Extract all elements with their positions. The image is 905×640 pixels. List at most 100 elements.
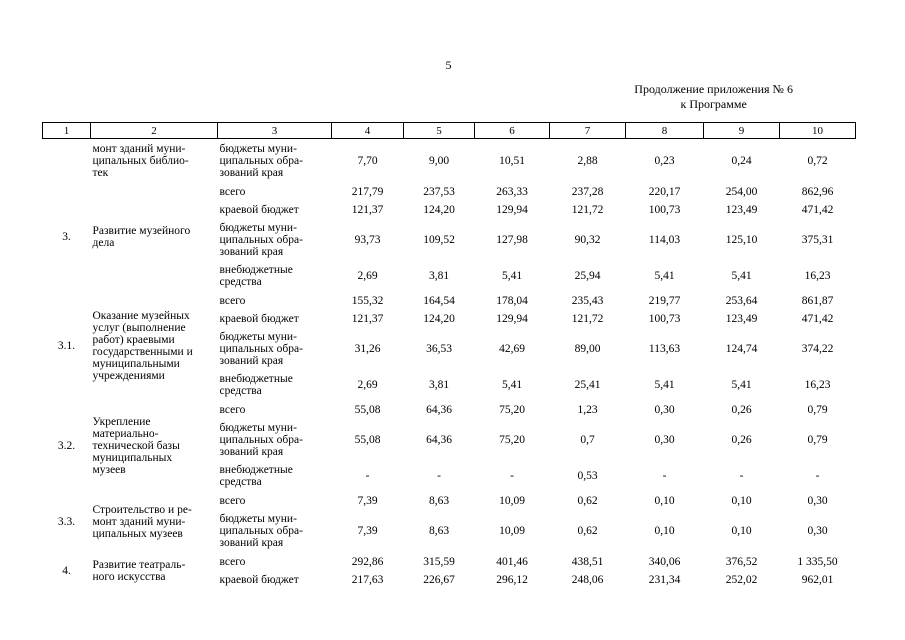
value-cell: 315,59	[423, 556, 455, 568]
value-cell: 10,09	[499, 495, 525, 507]
value-cell: 155,32	[351, 295, 384, 307]
value-cell: -	[510, 470, 514, 482]
value-cell: 55,08	[354, 404, 381, 416]
value-cell: 471,42	[801, 204, 834, 216]
value-cell: 401,46	[496, 556, 528, 568]
value-cell: 123,49	[725, 313, 758, 325]
column-number-8: 8	[625, 122, 704, 139]
value-cell: 292,86	[351, 556, 384, 568]
table-row: краевой бюджет 121,37 124,20 129,94 121,72 10…	[43, 310, 856, 328]
value-cell: 124,20	[423, 204, 455, 216]
value-cell: 0,10	[731, 495, 752, 507]
value-cell: 5,41	[731, 270, 752, 282]
value-cell: 217,79	[351, 186, 384, 198]
value-cell: 253,64	[725, 295, 758, 307]
value-cell: 0,53	[577, 470, 598, 482]
value-cell: -	[739, 470, 744, 482]
value-cell: 0,10	[731, 525, 752, 537]
funding-source-cell: внебюджетные средства	[219, 464, 293, 488]
value-cell: 75,20	[499, 434, 525, 446]
value-cell: 252,02	[725, 574, 758, 586]
item-name-cell: Развитие театраль- ного искусства	[92, 559, 186, 583]
funding-source-cell: всего	[219, 295, 246, 307]
table-row: монт зданий муни- ципальных библио- тек б…	[43, 139, 856, 183]
value-cell: 100,73	[648, 313, 681, 325]
value-cell: 121,72	[571, 313, 604, 325]
value-cell: 5,41	[731, 379, 752, 391]
value-cell: 0,10	[654, 525, 675, 537]
value-cell: 124,74	[725, 343, 758, 355]
value-cell: 438,51	[571, 556, 604, 568]
value-cell: 89,00	[574, 343, 601, 355]
row-number-cell: 3.1.	[57, 340, 76, 352]
funding-source-cell: краевой бюджет	[219, 313, 299, 325]
value-cell: 0,30	[807, 525, 828, 537]
value-cell: 226,67	[423, 574, 455, 586]
funding-source-cell: всего	[219, 495, 246, 507]
value-cell: 5,41	[654, 379, 675, 391]
page-number: 5	[445, 58, 452, 72]
value-cell: -	[815, 470, 820, 482]
value-cell: 5,41	[654, 270, 675, 282]
item-name-cell: монт зданий муни- ципальных библио- тек	[92, 143, 189, 179]
value-cell: 7,39	[357, 495, 378, 507]
value-cell: 10,09	[499, 525, 525, 537]
column-number-1: 1	[42, 122, 91, 139]
item-name-cell: Строительство и ре- монт зданий муни- ци…	[92, 504, 192, 540]
item-name-cell: Укрепление материально- технической базы…	[92, 416, 180, 476]
funding-source-cell: внебюджетные средства	[219, 264, 293, 288]
table-row: внебюджетные средства 2,69 3,81 5,41 25,41 5,…	[43, 370, 856, 400]
value-cell: 235,43	[571, 295, 604, 307]
value-cell: 231,34	[648, 574, 681, 586]
value-cell: 178,04	[496, 295, 528, 307]
row-number-cell: 3.2.	[57, 440, 76, 452]
value-cell: 0,62	[577, 525, 598, 537]
table-row: краевой бюджет 217,63 226,67 296,12 248,06 23…	[43, 571, 856, 589]
value-cell: 0,24	[731, 155, 752, 167]
value-cell: 125,10	[725, 234, 758, 246]
value-cell: 3,81	[428, 379, 450, 391]
value-cell: 8,63	[428, 495, 450, 507]
value-cell: 75,20	[499, 404, 525, 416]
value-cell: 123,49	[725, 204, 758, 216]
value-cell: 0,79	[807, 404, 828, 416]
row-number-cell	[43, 139, 91, 183]
value-cell: 237,28	[571, 186, 604, 198]
value-cell: 124,20	[423, 313, 455, 325]
row-number-cell: 3.	[62, 231, 71, 243]
table-row: бюджеты муни- ципальных обра- зований кр…	[43, 510, 856, 552]
table-body: монт зданий муни- ципальных библио- тек б…	[43, 139, 856, 590]
value-cell: 121,37	[351, 313, 384, 325]
value-cell: 376,52	[725, 556, 758, 568]
value-cell: 114,03	[648, 234, 681, 246]
value-cell: 16,23	[804, 379, 831, 391]
value-cell: 0,26	[731, 404, 752, 416]
value-cell: 2,69	[357, 379, 378, 391]
value-cell: 0,23	[654, 155, 675, 167]
value-cell: 1 335,50	[797, 556, 838, 568]
value-cell: 5,41	[501, 270, 523, 282]
value-cell: 164,54	[423, 295, 455, 307]
value-cell: 93,73	[354, 234, 381, 246]
funding-source-cell: всего	[219, 556, 246, 568]
table-row: краевой бюджет 121,37 124,20 129,94 121,72 10…	[43, 201, 856, 219]
value-cell: 0,30	[654, 404, 675, 416]
value-cell: 121,37	[351, 204, 384, 216]
value-cell: 263,33	[496, 186, 528, 198]
value-cell: 219,77	[648, 295, 681, 307]
value-cell: 217,63	[351, 574, 384, 586]
value-cell: 861,87	[801, 295, 834, 307]
funding-source-cell: бюджеты муни- ципальных обра- зований кр…	[219, 513, 303, 549]
column-number-6: 6	[474, 122, 550, 139]
value-cell: 5,41	[501, 379, 523, 391]
value-cell: 8,63	[428, 525, 450, 537]
value-cell: 962,01	[801, 574, 834, 586]
column-number-2: 2	[90, 122, 218, 139]
value-cell: -	[662, 470, 667, 482]
value-cell: 0,79	[807, 434, 828, 446]
column-number-10: 10	[779, 122, 856, 139]
value-cell: 237,53	[423, 186, 455, 198]
value-cell: 248,06	[571, 574, 604, 586]
item-name-cell: Оказание музейных услуг (выполнение рабо…	[92, 310, 193, 382]
